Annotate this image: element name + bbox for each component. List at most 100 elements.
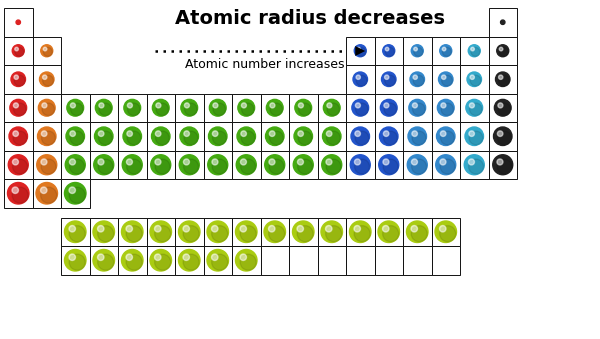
Bar [175, 218, 203, 246]
Circle shape [156, 103, 161, 108]
Circle shape [414, 47, 418, 51]
Bar [61, 122, 89, 151]
Circle shape [413, 75, 424, 86]
Circle shape [355, 103, 368, 116]
Bar [89, 122, 118, 151]
Circle shape [410, 72, 425, 86]
Circle shape [8, 155, 28, 175]
Circle shape [42, 103, 47, 108]
Bar [260, 122, 289, 151]
Circle shape [121, 221, 143, 242]
Circle shape [42, 103, 55, 116]
Bar [260, 151, 289, 179]
Text: Atomic number increases: Atomic number increases [185, 58, 344, 71]
Circle shape [13, 103, 26, 116]
Bar [4, 122, 32, 151]
Circle shape [326, 131, 340, 145]
Circle shape [439, 72, 453, 86]
Circle shape [98, 225, 104, 232]
Circle shape [236, 155, 256, 175]
Circle shape [412, 159, 427, 174]
Circle shape [264, 221, 286, 242]
Circle shape [93, 221, 115, 242]
Circle shape [384, 103, 397, 116]
Circle shape [69, 225, 76, 232]
Circle shape [241, 103, 254, 116]
Circle shape [155, 131, 169, 145]
Circle shape [440, 225, 446, 232]
Circle shape [121, 250, 143, 271]
Circle shape [43, 47, 52, 56]
Circle shape [465, 127, 484, 145]
Bar [488, 151, 517, 179]
Circle shape [351, 127, 370, 145]
Bar [317, 151, 346, 179]
Circle shape [266, 99, 283, 116]
Circle shape [38, 99, 55, 116]
Circle shape [13, 131, 27, 145]
Circle shape [9, 127, 28, 145]
Circle shape [241, 159, 247, 165]
Bar [260, 218, 289, 246]
Circle shape [355, 131, 369, 145]
Circle shape [43, 47, 47, 51]
Circle shape [127, 131, 133, 136]
Circle shape [41, 45, 53, 57]
Circle shape [10, 99, 26, 116]
Circle shape [65, 155, 85, 175]
Bar [346, 151, 374, 179]
Bar [89, 151, 118, 179]
Circle shape [323, 127, 341, 145]
Circle shape [155, 131, 161, 136]
Circle shape [440, 131, 454, 145]
Circle shape [127, 131, 141, 145]
Bar [118, 122, 146, 151]
Circle shape [497, 131, 503, 136]
Bar [317, 246, 346, 275]
Bar [260, 94, 289, 122]
Circle shape [14, 75, 19, 79]
Circle shape [494, 99, 511, 116]
Circle shape [270, 103, 283, 116]
Circle shape [184, 103, 190, 108]
Circle shape [15, 47, 19, 51]
Circle shape [407, 221, 428, 242]
Bar [32, 151, 61, 179]
Circle shape [41, 159, 56, 174]
Circle shape [499, 47, 508, 56]
Circle shape [240, 226, 256, 242]
Bar [403, 122, 431, 151]
Circle shape [126, 254, 133, 260]
Circle shape [356, 75, 361, 79]
Circle shape [183, 254, 199, 270]
Bar [289, 122, 317, 151]
Circle shape [98, 254, 114, 270]
Circle shape [383, 226, 399, 242]
Circle shape [355, 131, 361, 136]
Circle shape [43, 75, 47, 79]
Circle shape [298, 103, 304, 108]
Circle shape [235, 221, 257, 242]
Circle shape [212, 131, 226, 145]
Circle shape [326, 159, 341, 174]
Bar [32, 65, 61, 94]
Circle shape [127, 103, 133, 108]
Bar [374, 122, 403, 151]
Circle shape [12, 187, 28, 203]
Circle shape [70, 159, 85, 174]
Circle shape [127, 103, 140, 116]
Circle shape [442, 47, 446, 51]
Circle shape [238, 99, 254, 116]
Circle shape [412, 131, 426, 145]
Bar [488, 8, 517, 37]
Circle shape [98, 226, 114, 242]
Circle shape [497, 45, 509, 57]
Circle shape [241, 103, 247, 108]
Circle shape [41, 131, 55, 145]
Bar [89, 94, 118, 122]
Bar [488, 65, 517, 94]
Circle shape [70, 131, 76, 136]
Circle shape [207, 221, 229, 242]
Circle shape [349, 221, 371, 242]
Circle shape [16, 20, 20, 24]
